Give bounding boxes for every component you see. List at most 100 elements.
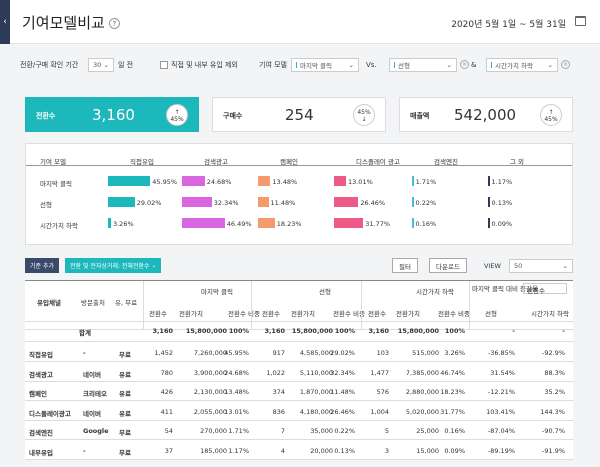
checkbox-icon: [160, 61, 168, 69]
filter-button[interactable]: 필터: [392, 258, 418, 273]
row-divider: [25, 419, 573, 421]
total-label[interactable]: 합계: [79, 329, 91, 337]
table-cell: 426: [160, 388, 173, 396]
channel-header: 유입채널: [37, 299, 61, 307]
table-toolbar: 기준 추가 전환 및 전자상거래: 전체전환수 ⌄ 필터 다운로드 VIEW 5…: [25, 258, 573, 274]
mini-share-bar: [108, 218, 111, 228]
compare-metric-select[interactable]: 전환수: [523, 283, 567, 295]
table-cell: 103: [376, 349, 389, 357]
table-cell: 13.01%: [224, 407, 249, 416]
period-unit: 일 전: [118, 61, 134, 69]
channel-link[interactable]: 검색엔진: [29, 429, 53, 437]
mini-share-bar: [412, 218, 414, 228]
kpi-value: 254: [285, 106, 314, 124]
channel-link[interactable]: 직접유입: [29, 351, 53, 359]
mini-row-label: 마지막 클릭: [40, 180, 72, 188]
help-icon[interactable]: ?: [108, 18, 120, 29]
table-cell: 1,452: [154, 349, 173, 357]
table-cell: 2,055,000: [193, 407, 227, 416]
add-base-button[interactable]: 기준 추가: [25, 258, 59, 273]
table-cell: 88.3%: [544, 368, 565, 377]
kpi-conversions[interactable]: 전환수 3,160 ↑ 45%: [25, 97, 199, 132]
paid-link[interactable]: 유료: [119, 370, 131, 379]
table-cell: 374: [272, 388, 285, 396]
table-cell: 5,110,000: [299, 368, 333, 377]
table-cell: -92.9%: [542, 349, 565, 357]
arrow-down-icon: ↓: [361, 116, 367, 123]
channel-link[interactable]: 캠페인: [29, 390, 47, 398]
model3-select[interactable]: 시간가치 하락 ⌄: [486, 58, 558, 72]
channel-link[interactable]: 검색광고: [29, 370, 53, 379]
mini-share-value: 1.17%: [491, 178, 513, 186]
period-select[interactable]: 30 ⌄: [88, 58, 114, 72]
chevron-down-icon: ⌄: [151, 262, 157, 269]
chevron-down-icon: ⌄: [348, 61, 354, 69]
paid-link[interactable]: 무료: [119, 351, 131, 359]
table-cell: 2,880,000: [405, 388, 439, 396]
back-button[interactable]: ‹: [0, 0, 10, 44]
table-cell: 54: [164, 427, 173, 435]
download-button[interactable]: 다운로드: [429, 258, 467, 273]
amp-label: &: [471, 61, 477, 69]
mini-share-bar: [108, 176, 151, 186]
paid-link[interactable]: 무료: [119, 429, 131, 437]
remove-model3-icon[interactable]: ×: [561, 60, 570, 69]
source-link[interactable]: -: [83, 446, 86, 455]
mini-share-value: 29.02%: [136, 199, 162, 207]
kpi-revenue[interactable]: 매출액 542,000 ↑ 45%: [399, 97, 573, 132]
view-label: VIEW: [484, 262, 501, 270]
exclude-checkbox[interactable]: 직접 및 내부 유입 제외: [160, 57, 238, 73]
table-cell: -12.21%: [487, 388, 515, 396]
mini-share-bar: [334, 197, 359, 207]
table-cell: 7: [280, 427, 285, 435]
row-divider: [25, 439, 573, 440]
table-cell: 3,160: [264, 327, 285, 335]
mini-row-label: 선형: [40, 201, 52, 209]
subheader-linear: 선형: [485, 310, 497, 318]
paid-link[interactable]: 무료: [119, 448, 131, 457]
mini-row-label: 시간가치 하락: [40, 222, 78, 230]
group-change-rate: 마지막 클릭 대비 증감율: [472, 285, 538, 293]
table-cell: 4,585,000: [299, 349, 333, 357]
mini-share-bar: [182, 197, 212, 207]
chevron-left-icon: ‹: [3, 17, 7, 27]
table-cell: 3,900,000: [193, 368, 227, 377]
calendar-icon[interactable]: [575, 16, 586, 26]
remove-model2-icon[interactable]: ×: [460, 60, 469, 69]
model2-select[interactable]: 선형 ⌄: [389, 58, 457, 72]
paid-link[interactable]: 유료: [119, 390, 131, 398]
source-link[interactable]: Google: [83, 427, 109, 435]
paid-link[interactable]: 유료: [119, 409, 131, 418]
model1-select[interactable]: 마지막 클릭 ⌄: [291, 58, 359, 72]
mini-share-value: 31.77%: [365, 220, 391, 228]
kpi-purchases[interactable]: 구매수 254 45% ↓: [212, 97, 386, 132]
table-cell: 0.13%: [334, 446, 355, 455]
comparison-table: 유입채널 방문출처 유, 무료 마지막 클릭 선형 시간가치 하락 마지막 클릭 대비 증감…: [25, 280, 573, 460]
source-link[interactable]: 네이버: [83, 370, 101, 379]
table-cell: 3.26%: [444, 349, 465, 357]
table-cell: 18.23%: [440, 388, 465, 396]
row-divider: [25, 361, 573, 362]
channel-link[interactable]: 디스플레이광고: [29, 409, 71, 418]
model-bar-icon: [491, 62, 492, 68]
model-bar-icon: [394, 62, 395, 68]
table-cell: 5: [384, 427, 389, 435]
subheader-cell: 전환수 비중: [438, 310, 470, 318]
table-cell: 4: [280, 446, 285, 455]
channel-link[interactable]: 내부유입: [29, 448, 53, 457]
source-link[interactable]: 크리테오: [83, 390, 107, 398]
mini-share-value: 24.68%: [206, 178, 232, 186]
source-link[interactable]: 네이버: [83, 409, 101, 418]
table-cell: 780: [160, 368, 173, 377]
mini-share-value: 0.09%: [491, 220, 513, 228]
mini-share-value: 46.49%: [226, 220, 252, 228]
table-cell: 576: [376, 388, 389, 396]
base-metric-select[interactable]: 전환 및 전자상거래: 전체전환수 ⌄: [65, 258, 162, 273]
mini-share-bar: [488, 197, 490, 207]
mini-share-value: 1.71%: [415, 178, 437, 186]
table-cell: 29.02%: [330, 349, 355, 357]
mini-share-bar: [108, 197, 135, 207]
arrow-up-icon: ↑: [548, 109, 554, 116]
source-link[interactable]: -: [83, 349, 86, 357]
view-count-select[interactable]: 50 ⌄: [509, 259, 573, 273]
